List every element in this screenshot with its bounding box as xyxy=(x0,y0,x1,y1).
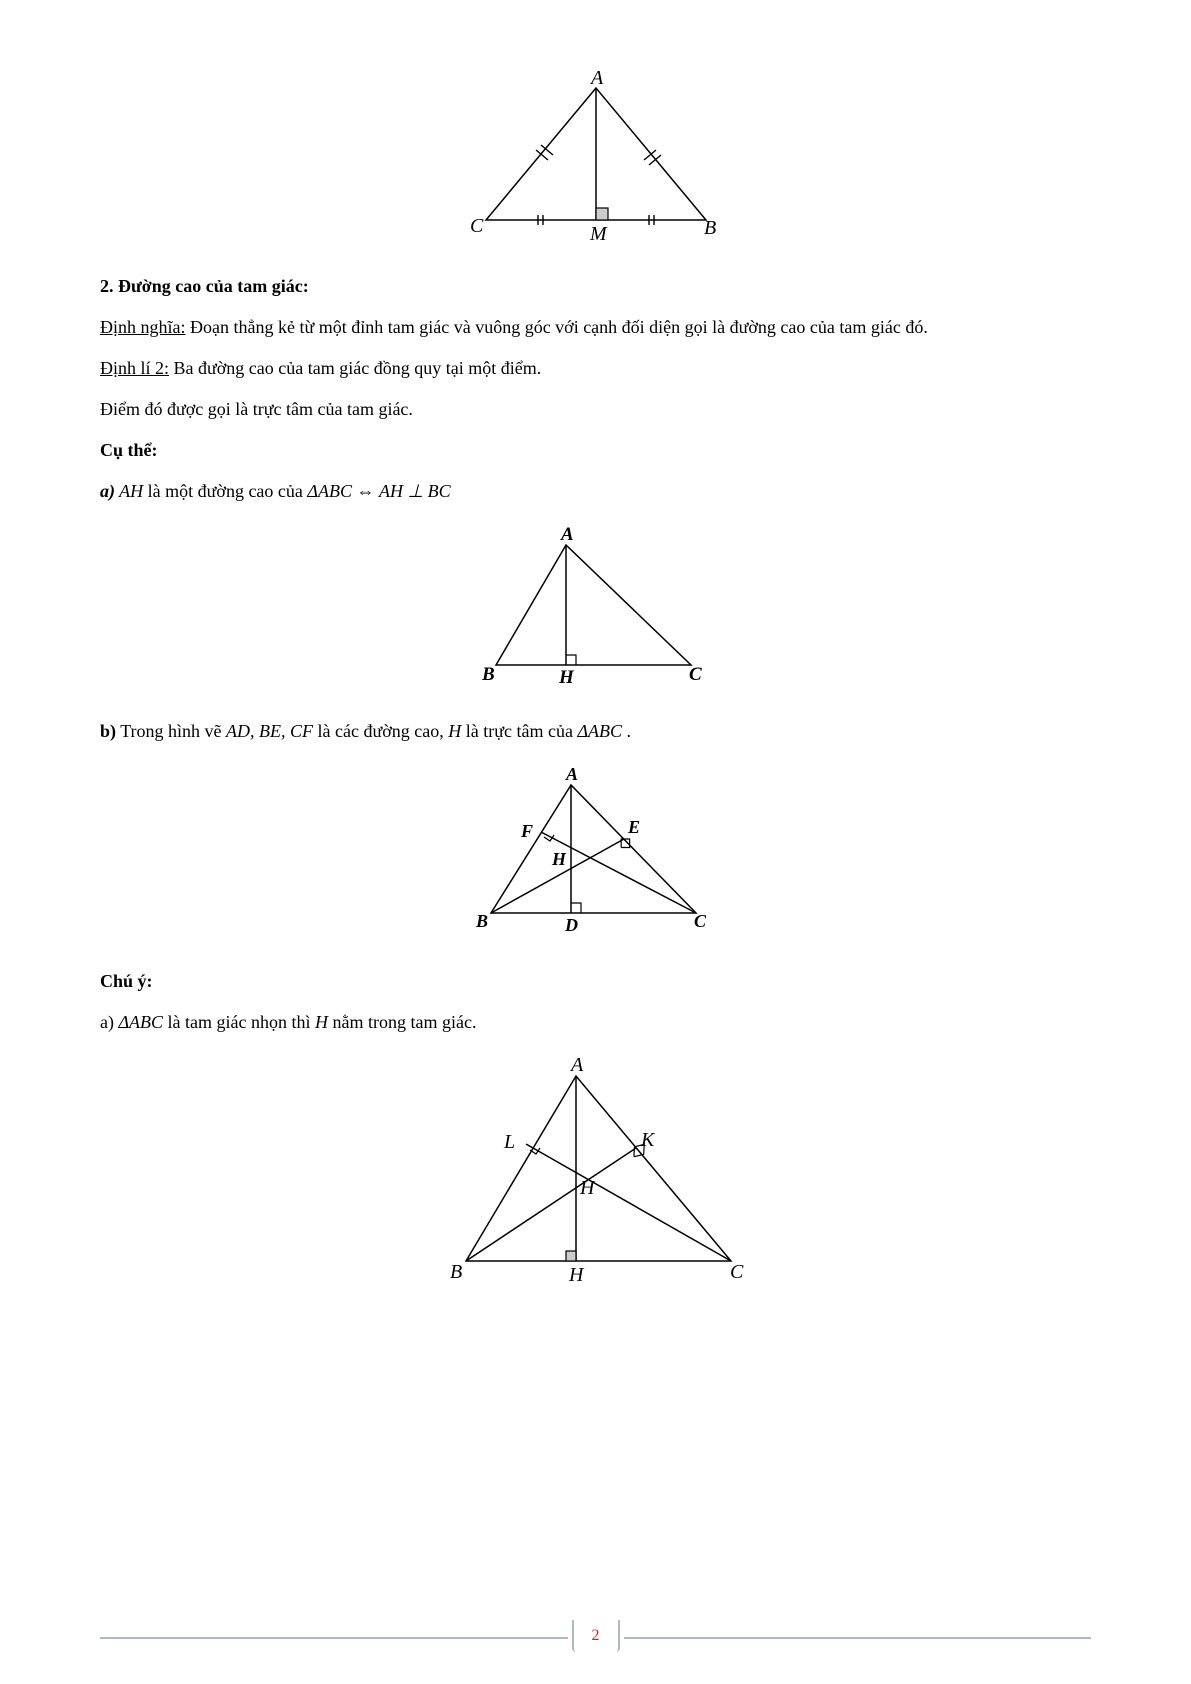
diagram-acute-orthocenter: A B C K L H H xyxy=(100,1056,1091,1299)
na-tri: ΔABC xyxy=(118,1012,163,1032)
b-t1: Trong hình vẽ xyxy=(116,721,226,741)
a-t2: là một đường cao của xyxy=(143,481,307,501)
heading-2: 2. Đường cao của tam giác: xyxy=(100,273,1091,300)
diagram-isoceles: A C B M xyxy=(100,70,1091,253)
na-end: nằm trong tam giác. xyxy=(328,1012,476,1032)
d3-H: H xyxy=(551,849,567,869)
chuy-heading: Chú ý: xyxy=(100,968,1091,995)
footer-line-left xyxy=(100,1637,568,1639)
d2-H: H xyxy=(558,667,575,688)
label-M: M xyxy=(589,223,608,245)
item-b: b) Trong hình vẽ AD, BE, CF là các đường… xyxy=(100,718,1091,745)
svg-diagram1: A C B M xyxy=(456,70,736,245)
d3-F: F xyxy=(520,821,533,841)
d3-B: B xyxy=(475,911,488,931)
svg-diagram4: A B C K L H H xyxy=(436,1056,756,1291)
diagram-orthocenter: A B C D E F H xyxy=(100,765,1091,948)
d2-A: A xyxy=(560,525,574,545)
b-label: b) xyxy=(100,721,116,741)
d3-D: D xyxy=(564,915,578,935)
a-t1: AH xyxy=(115,481,143,501)
b-t5: là trực tâm của xyxy=(461,721,577,741)
def-text: Đoạn thẳng kẻ từ một đỉnh tam giác và vu… xyxy=(186,317,928,337)
page-number: 2 xyxy=(572,1620,620,1652)
definition-para: Định nghĩa: Đoạn thẳng kẻ từ một đỉnh ta… xyxy=(100,314,1091,341)
orthocenter-para: Điểm đó được gọi là trực tâm của tam giá… xyxy=(100,396,1091,423)
d3-A: A xyxy=(565,765,578,784)
d4-C: C xyxy=(730,1261,744,1283)
b-t7: . xyxy=(622,721,631,741)
na-H: H xyxy=(315,1012,328,1032)
na-mid: là tam giác nhọn thì xyxy=(163,1012,315,1032)
def-label: Định nghĩa: xyxy=(100,317,186,337)
b-t3: là các đường cao, xyxy=(313,721,448,741)
cuthe-heading: Cụ thể: xyxy=(100,437,1091,464)
b-t6: ΔABC xyxy=(577,721,622,741)
b-t2: AD, BE, CF xyxy=(226,721,313,741)
d4-L: L xyxy=(503,1131,515,1153)
thm2-label: Định lí 2: xyxy=(100,358,169,378)
a-t5: AH ⊥ BC xyxy=(379,481,451,501)
a-t4: ⇔ xyxy=(352,481,379,501)
d3-C: C xyxy=(694,911,707,931)
na-pre: a) xyxy=(100,1012,118,1032)
label-A: A xyxy=(589,70,604,89)
d4-Hbot: H xyxy=(568,1264,585,1286)
a-t3: ΔABC xyxy=(307,481,352,501)
a-label: a) xyxy=(100,481,115,501)
d2-B: B xyxy=(481,664,495,685)
label-B: B xyxy=(704,217,716,239)
d4-Hmid: H xyxy=(579,1177,596,1199)
footer-line-right xyxy=(624,1637,1092,1639)
svg-diagram3: A B C D E F H xyxy=(466,765,726,940)
svg-diagram2: A B C H xyxy=(476,525,716,690)
b-t4: H xyxy=(448,721,461,741)
note-a: a) ΔABC là tam giác nhọn thì H nằm trong… xyxy=(100,1009,1091,1036)
page-footer: 2 xyxy=(100,1622,1091,1654)
label-C: C xyxy=(470,215,484,237)
d4-B: B xyxy=(450,1261,462,1283)
thm2-text: Ba đường cao của tam giác đồng quy tại m… xyxy=(169,358,541,378)
item-a: a) AH là một đường cao của ΔABC ⇔ AH ⊥ B… xyxy=(100,478,1091,505)
d3-E: E xyxy=(627,817,640,837)
d4-K: K xyxy=(640,1129,656,1151)
theorem2-para: Định lí 2: Ba đường cao của tam giác đồn… xyxy=(100,355,1091,382)
d4-A: A xyxy=(569,1056,584,1076)
d2-C: C xyxy=(689,664,702,685)
diagram-altitude-single: A B C H xyxy=(100,525,1091,698)
